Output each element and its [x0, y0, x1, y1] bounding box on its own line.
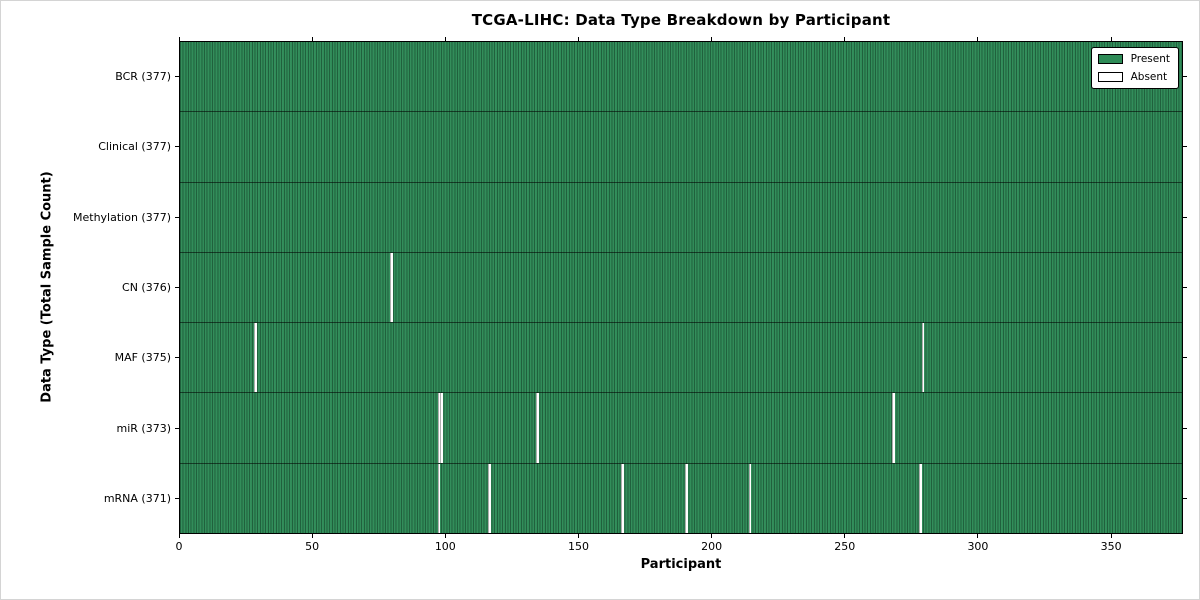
legend-item-present: Present — [1097, 53, 1170, 65]
absent-marker — [892, 393, 895, 463]
x-tick-mark — [844, 534, 846, 538]
y-tick-label: miR (373) — [116, 421, 172, 435]
x-tick-label: 200 — [701, 540, 723, 553]
data-row-MAF — [180, 323, 1182, 394]
x-tick-label: 100 — [434, 540, 456, 553]
chart-title: TCGA-LIHC: Data Type Breakdown by Partic… — [471, 11, 891, 29]
y-tick-mark — [175, 75, 179, 77]
absent-marker — [921, 323, 925, 393]
y-tick-label: Methylation (377) — [73, 210, 171, 224]
present-swatch — [1097, 54, 1123, 64]
data-row-CN — [180, 252, 1182, 324]
data-row-Clinical — [180, 112, 1182, 183]
x-tick-mark — [444, 534, 446, 538]
y-tick-label: MAF (375) — [114, 351, 171, 365]
y-tick-mark — [1183, 146, 1187, 148]
data-row-Methylation — [180, 182, 1182, 253]
absent-marker — [437, 393, 441, 463]
x-tick-mark — [178, 534, 180, 538]
x-tick-label: 150 — [567, 540, 589, 553]
x-tick-mark — [711, 534, 713, 538]
plot-area — [179, 41, 1183, 534]
y-tick-mark — [1183, 287, 1187, 288]
y-tick-mark — [1183, 498, 1187, 500]
y-tick-mark — [175, 427, 179, 429]
x-tick-mark — [977, 534, 979, 538]
legend-label-present: Present — [1130, 53, 1170, 65]
absent-marker — [748, 463, 752, 533]
x-tick-label: 0 — [175, 540, 183, 553]
data-row-BCR — [180, 42, 1182, 113]
absent-swatch — [1097, 72, 1123, 82]
y-tick-mark — [1183, 216, 1187, 218]
legend-item-absent: Absent — [1097, 71, 1170, 83]
legend-label-absent: Absent — [1130, 71, 1168, 83]
absent-marker — [254, 323, 258, 393]
y-tick-mark — [175, 357, 179, 359]
absent-marker — [621, 463, 624, 533]
y-tick-mark — [175, 146, 179, 148]
x-tick-mark — [311, 37, 313, 41]
x-tick-mark — [577, 534, 579, 538]
x-tick-mark — [178, 37, 180, 41]
absent-marker — [536, 393, 539, 463]
x-axis-label: Participant — [640, 557, 722, 572]
legend: Present Absent — [1090, 47, 1179, 89]
absent-marker — [437, 463, 441, 533]
x-tick-label: 300 — [967, 540, 989, 553]
data-row-miR — [180, 393, 1182, 464]
data-row-mRNA — [180, 463, 1182, 533]
x-tick-mark — [311, 534, 313, 538]
absent-marker — [918, 463, 922, 533]
x-tick-label: 350 — [1100, 540, 1122, 553]
x-tick-mark — [1110, 37, 1112, 41]
absent-marker — [488, 463, 491, 533]
y-tick-label: BCR (377) — [115, 69, 171, 83]
x-tick-mark — [977, 37, 979, 41]
y-tick-label: CN (376) — [122, 281, 171, 294]
y-tick-mark — [175, 216, 179, 218]
x-tick-mark — [577, 37, 579, 41]
y-tick-mark — [175, 287, 179, 288]
x-tick-label: 250 — [834, 540, 856, 553]
y-tick-mark — [1183, 427, 1187, 429]
absent-marker — [440, 393, 444, 463]
absent-marker — [684, 463, 688, 533]
y-tick-label: Clinical (377) — [98, 140, 171, 154]
y-tick-mark — [1183, 357, 1187, 359]
y-tick-label: mRNA (371) — [103, 492, 171, 506]
x-tick-label: 50 — [305, 540, 320, 553]
x-tick-mark — [444, 37, 446, 41]
absent-marker — [389, 252, 393, 323]
y-tick-mark — [175, 498, 179, 500]
x-tick-mark — [1110, 534, 1112, 538]
x-tick-mark — [711, 37, 713, 41]
y-tick-mark — [1183, 75, 1187, 77]
x-tick-mark — [844, 37, 846, 41]
